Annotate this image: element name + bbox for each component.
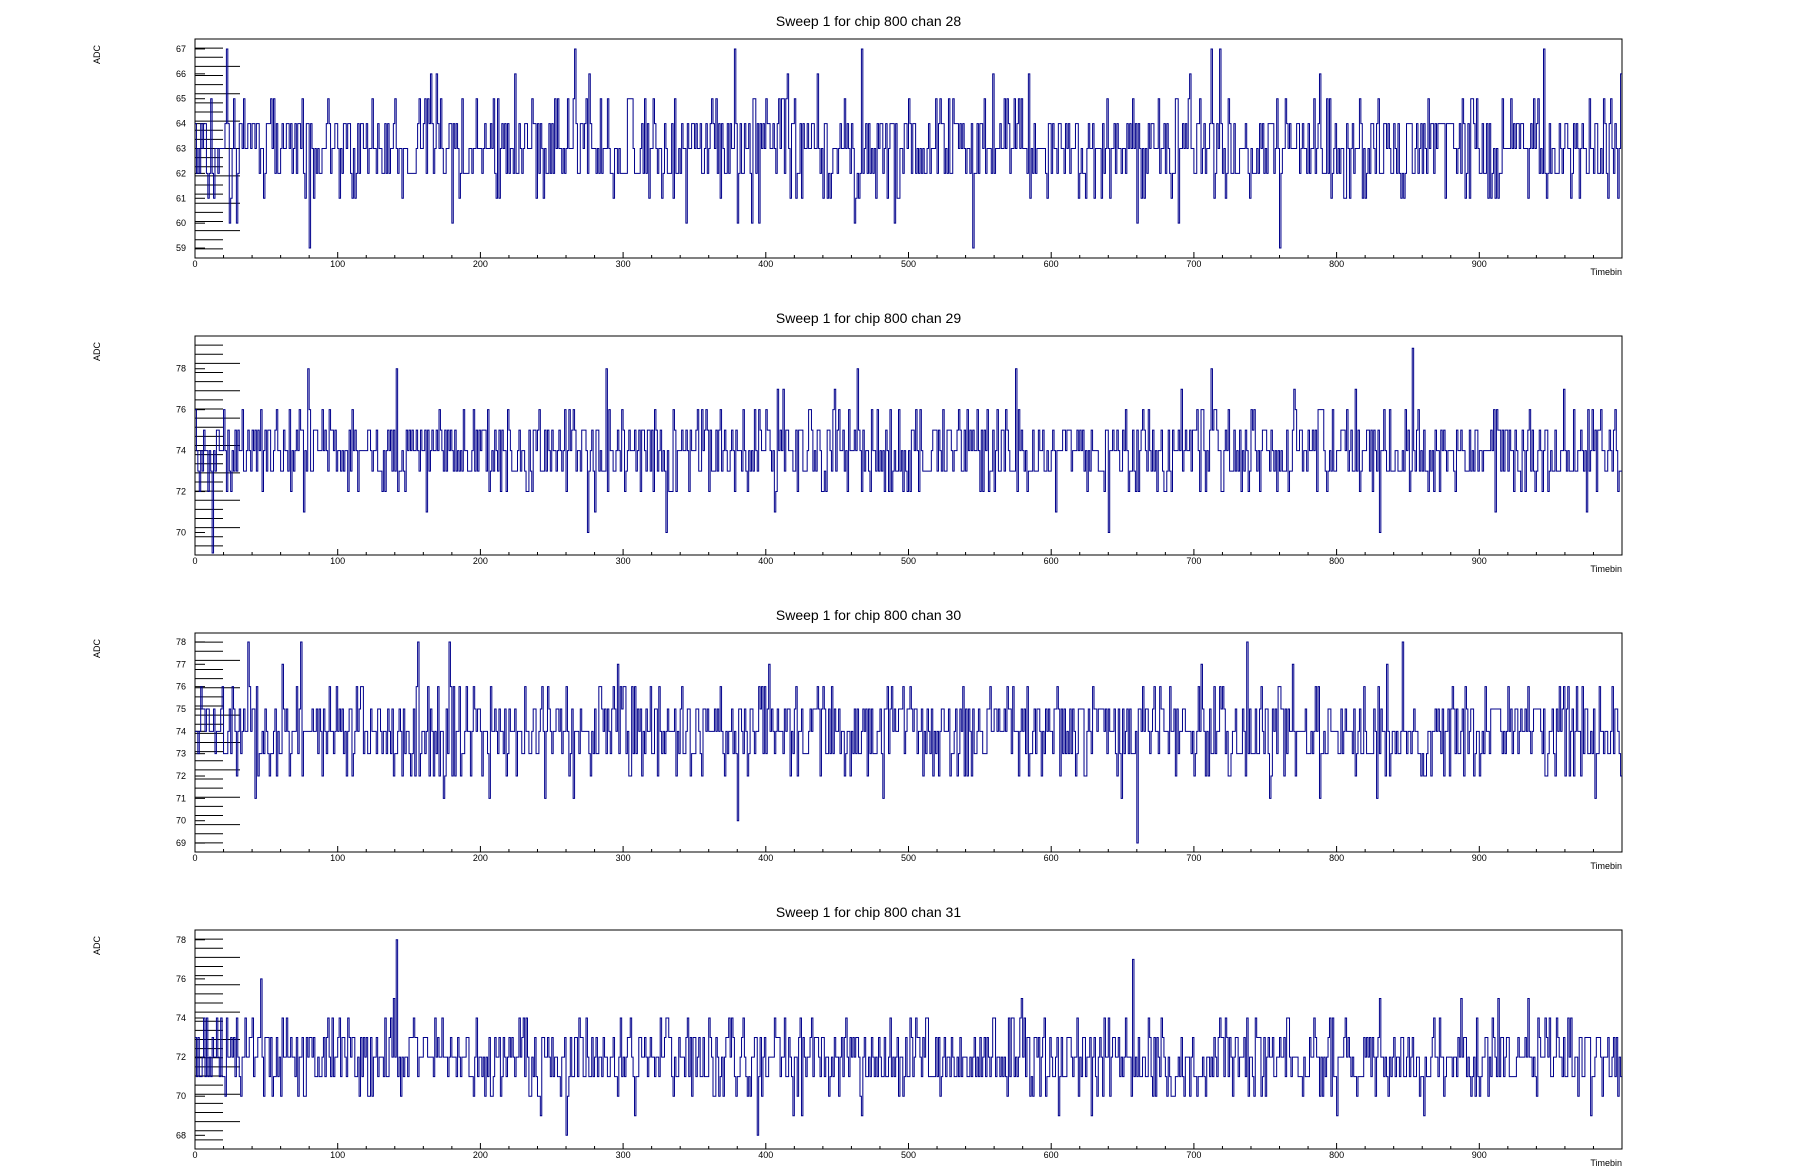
y-tick-label: 74 [176,446,186,456]
x-tick-label: 900 [1472,1150,1487,1160]
x-tick-label: 500 [901,259,916,269]
x-axis-label: Timebin [1590,861,1622,871]
y-tick-label: 70 [176,1091,186,1101]
x-tick-label: 900 [1472,259,1487,269]
y-tick-label: 75 [176,704,186,714]
x-tick-label: 500 [901,853,916,863]
x-tick-label: 600 [1044,853,1059,863]
y-tick-label: 74 [176,1013,186,1023]
y-axis-label: ADC [92,936,102,956]
x-tick-label: 700 [1186,556,1201,566]
y-axis-label: ADC [92,342,102,362]
y-tick-label: 77 [176,659,186,669]
x-tick-label: 0 [192,853,197,863]
x-tick-label: 800 [1329,1150,1344,1160]
x-tick-label: 900 [1472,556,1487,566]
y-tick-label: 76 [176,974,186,984]
x-tick-label: 400 [758,1150,773,1160]
x-tick-label: 800 [1329,853,1344,863]
y-tick-label: 62 [176,168,186,178]
x-tick-label: 800 [1329,259,1344,269]
x-axis-label: Timebin [1590,1158,1622,1168]
x-tick-label: 800 [1329,556,1344,566]
x-tick-label: 100 [330,853,345,863]
y-tick-label: 73 [176,749,186,759]
y-tick-label: 64 [176,119,186,129]
x-tick-label: 600 [1044,556,1059,566]
chart-panel-0: Sweep 1 for chip 800 chan 28 ADC Timebin 0 1… [92,13,1623,277]
y-tick-label: 59 [176,243,186,253]
y-tick-label: 66 [176,69,186,79]
y-tick-label: 76 [176,405,186,415]
y-tick-label: 70 [176,527,186,537]
chart-panel-2: Sweep 1 for chip 800 chan 30 ADC Timebin 0 1… [92,607,1623,871]
series-trace [195,939,1622,1136]
x-tick-label: 300 [616,1150,631,1160]
x-tick-label: 600 [1044,1150,1059,1160]
x-tick-label: 100 [330,259,345,269]
y-tick-label: 60 [176,218,186,228]
x-tick-label: 400 [758,556,773,566]
x-axis-label: Timebin [1590,267,1622,277]
x-tick-label: 200 [473,853,488,863]
x-tick-label: 200 [473,1150,488,1160]
y-tick-label: 74 [176,726,186,736]
x-tick-label: 300 [616,853,631,863]
x-tick-label: 200 [473,259,488,269]
x-tick-label: 0 [192,259,197,269]
chart-title: Sweep 1 for chip 800 chan 30 [776,607,961,623]
y-tick-label: 76 [176,682,186,692]
x-tick-label: 0 [192,556,197,566]
x-tick-label: 700 [1186,1150,1201,1160]
x-tick-label: 900 [1472,853,1487,863]
y-axis-label: ADC [92,45,102,65]
x-tick-label: 700 [1186,259,1201,269]
y-tick-label: 72 [176,1052,186,1062]
x-tick-label: 700 [1186,853,1201,863]
series-trace [195,48,1622,249]
series-trace [195,347,1622,554]
y-tick-label: 70 [176,816,186,826]
series-trace [195,641,1622,844]
y-tick-label: 71 [176,793,186,803]
y-tick-label: 69 [176,838,186,848]
x-tick-label: 400 [758,259,773,269]
chart-title: Sweep 1 for chip 800 chan 29 [776,310,961,326]
chart-panel-3: Sweep 1 for chip 800 chan 31 ADC Timebin 0 1… [92,904,1623,1168]
y-tick-label: 65 [176,94,186,104]
y-tick-label: 61 [176,193,186,203]
y-tick-label: 63 [176,144,186,154]
y-tick-label: 72 [176,487,186,497]
y-tick-label: 78 [176,935,186,945]
x-tick-label: 300 [616,556,631,566]
chart-panel-1: Sweep 1 for chip 800 chan 29 ADC Timebin 0 1… [92,310,1623,574]
chart-title: Sweep 1 for chip 800 chan 28 [776,13,961,29]
x-axis-label: Timebin [1590,564,1622,574]
x-tick-label: 500 [901,556,916,566]
chart-title: Sweep 1 for chip 800 chan 31 [776,904,961,920]
y-axis-label: ADC [92,639,102,659]
y-tick-label: 78 [176,637,186,647]
x-tick-label: 200 [473,556,488,566]
x-tick-label: 0 [192,1150,197,1160]
x-tick-label: 400 [758,853,773,863]
x-tick-label: 600 [1044,259,1059,269]
x-tick-label: 300 [616,259,631,269]
x-tick-label: 100 [330,556,345,566]
y-tick-label: 67 [176,44,186,54]
x-tick-label: 500 [901,1150,916,1160]
y-tick-label: 68 [176,1130,186,1140]
y-tick-label: 78 [176,364,186,374]
x-tick-label: 100 [330,1150,345,1160]
y-tick-label: 72 [176,771,186,781]
